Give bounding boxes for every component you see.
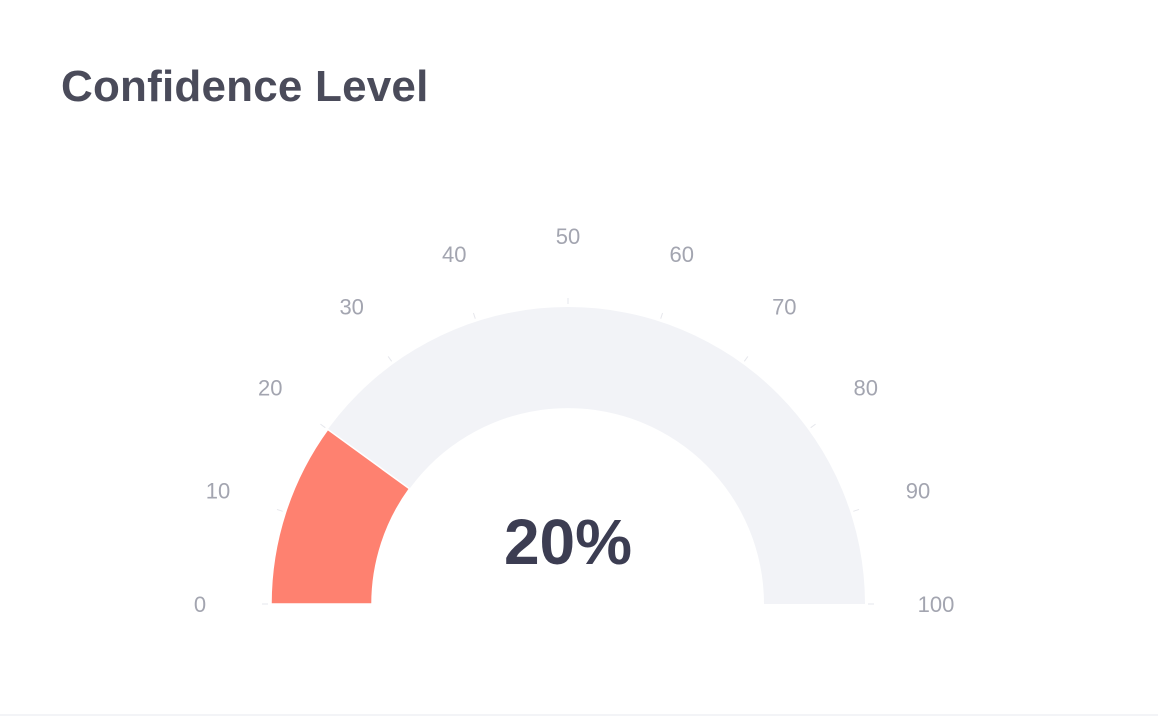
gauge-tick-mark — [472, 312, 476, 319]
gauge-tick-label: 20 — [258, 376, 282, 401]
gauge-tick-label: 50 — [556, 224, 580, 249]
gauge-tick-mark — [387, 356, 393, 362]
gauge-tick-label: 90 — [906, 478, 930, 503]
gauge-tick-mark — [660, 312, 664, 319]
gauge-tick-label: 80 — [853, 376, 877, 401]
gauge-tick-label: 70 — [772, 294, 796, 319]
gauge-tick-mark — [320, 423, 326, 429]
gauge-tick-marks — [262, 298, 874, 605]
gauge-tick-mark — [810, 423, 816, 429]
gauge-tick-label: 30 — [339, 294, 363, 319]
gauge-track — [271, 307, 865, 604]
gauge-value-label: 20% — [504, 506, 632, 578]
gauge-tick-mark — [276, 508, 283, 512]
gauge-tick-mark — [853, 508, 860, 512]
gauge-fill — [270, 428, 411, 605]
gauge-tick-mark — [743, 356, 749, 362]
gauge-tick-labels: 0 10 20 30 40 50 60 70 80 90 100 — [194, 224, 954, 617]
gauge-tick-label: 10 — [206, 478, 230, 503]
gauge-tick-label: 100 — [918, 592, 955, 617]
gauge-tick-label: 40 — [442, 242, 466, 267]
gauge-tick-label: 0 — [194, 592, 206, 617]
chart-title: Confidence Level — [61, 62, 429, 111]
gauge-tick-label: 60 — [669, 242, 693, 267]
